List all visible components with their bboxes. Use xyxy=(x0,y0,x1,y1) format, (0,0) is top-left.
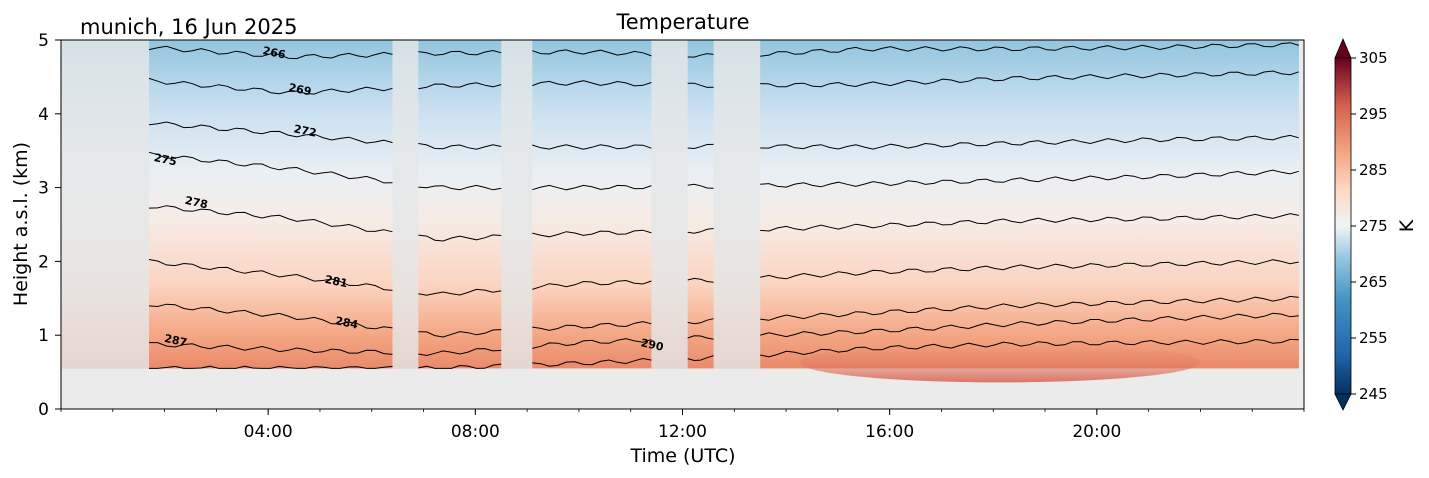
data-gap xyxy=(651,40,688,369)
x-tick-label: 12:00 xyxy=(658,422,707,442)
data-gap xyxy=(61,40,150,369)
data-gap xyxy=(392,40,419,369)
y-tick-label: 5 xyxy=(38,31,49,51)
contour-line-272 xyxy=(148,121,1299,150)
contour-label: 266 xyxy=(261,44,287,62)
colorbar-extend-min xyxy=(1334,393,1352,411)
contour-line-281 xyxy=(148,259,1299,296)
colorbar-tick-label: 295 xyxy=(1359,105,1388,123)
contour-line-278 xyxy=(148,205,1299,242)
colorbar-ticks: 245 255 265 275 285 295 305 xyxy=(1351,49,1388,403)
data-gaps xyxy=(61,40,761,369)
contour-label: 287 xyxy=(163,332,188,349)
y-tick-label: 0 xyxy=(38,400,49,420)
colorbar-tick-label: 275 xyxy=(1359,217,1388,235)
contour-lines xyxy=(148,42,1299,369)
x-tick-label: 04:00 xyxy=(244,422,293,442)
contour-label: 284 xyxy=(334,314,360,332)
contour-line-287 xyxy=(149,312,1299,357)
contour-label: 275 xyxy=(153,151,178,168)
contour-line-284 xyxy=(148,295,1299,338)
contour-line-290 xyxy=(149,338,1299,369)
y-tick-label: 2 xyxy=(38,252,49,272)
colorbar-extend-max xyxy=(1334,37,1352,59)
contour-line-266 xyxy=(148,42,1299,60)
colorbar-tick-label: 255 xyxy=(1359,329,1388,347)
colorbar-label: K xyxy=(1396,219,1418,232)
colorbar: 245 255 265 275 285 295 305 K xyxy=(1334,37,1418,411)
x-axis-label: Time (UTC) xyxy=(629,445,735,467)
x-axis-ticks: 04:00 08:00 12:00 16:00 20:00 xyxy=(60,409,1305,442)
colorbar-tick-label: 245 xyxy=(1359,385,1388,403)
data-gap xyxy=(713,40,761,369)
contour-label: 290 xyxy=(640,336,666,354)
chart-subtitle: munich, 16 Jun 2025 xyxy=(80,15,297,39)
contour-label: 272 xyxy=(293,122,318,139)
chart-title: Temperature xyxy=(615,10,749,34)
y-tick-label: 3 xyxy=(38,179,49,199)
y-axis-ticks: 0 1 2 3 4 5 xyxy=(38,31,61,420)
x-tick-label: 16:00 xyxy=(865,422,914,442)
contour-labels: 266 269 272 275 278 281 284 287 290 xyxy=(153,44,665,354)
colorbar-body xyxy=(1334,57,1352,395)
y-tick-label: 1 xyxy=(38,326,49,346)
colorbar-tick-label: 265 xyxy=(1359,273,1388,291)
colorbar-tick-label: 305 xyxy=(1359,49,1388,67)
contour-line-275 xyxy=(148,151,1299,191)
contour-label: 281 xyxy=(324,273,349,290)
colorbar-tick-label: 285 xyxy=(1359,161,1388,179)
y-tick-label: 4 xyxy=(38,105,49,125)
data-gap xyxy=(501,40,533,369)
x-tick-label: 08:00 xyxy=(451,422,500,442)
contour-label: 269 xyxy=(287,81,312,98)
contour-label: 278 xyxy=(184,194,209,211)
x-tick-label: 20:00 xyxy=(1072,422,1121,442)
y-axis-label: Height a.s.l. (km) xyxy=(10,142,32,306)
contour-line-269 xyxy=(148,70,1299,95)
warm-core xyxy=(800,342,1200,383)
